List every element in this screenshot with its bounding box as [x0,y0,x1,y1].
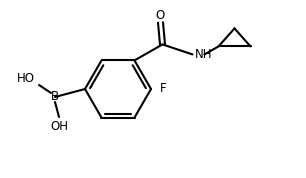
Text: NH: NH [195,48,212,61]
Text: OH: OH [50,121,68,134]
Text: O: O [156,9,165,22]
Text: HO: HO [17,72,35,85]
Text: F: F [160,82,167,96]
Text: B: B [51,90,59,103]
